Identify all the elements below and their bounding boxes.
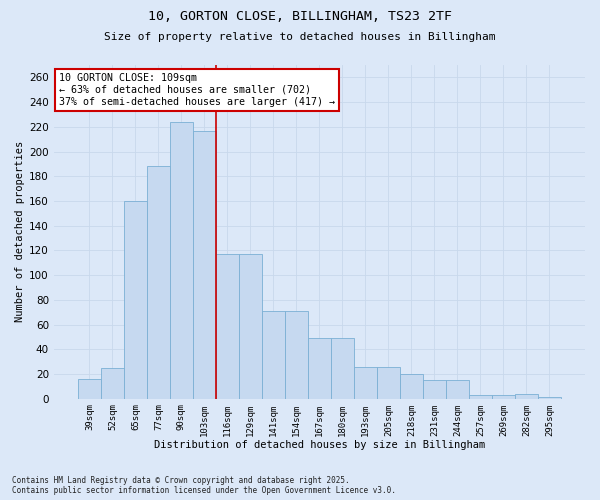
- Bar: [193, 130, 216, 398]
- Bar: [331, 338, 354, 398]
- Text: Size of property relative to detached houses in Billingham: Size of property relative to detached ho…: [104, 32, 496, 42]
- Bar: [147, 166, 170, 398]
- Bar: [515, 394, 538, 398]
- Bar: [216, 254, 239, 398]
- Bar: [377, 366, 400, 398]
- Bar: [400, 374, 423, 398]
- Bar: [124, 201, 147, 398]
- Bar: [423, 380, 446, 398]
- Bar: [78, 379, 101, 398]
- Bar: [170, 122, 193, 398]
- Bar: [446, 380, 469, 398]
- Bar: [285, 311, 308, 398]
- Bar: [101, 368, 124, 398]
- Bar: [262, 311, 285, 398]
- Bar: [492, 395, 515, 398]
- Text: Contains HM Land Registry data © Crown copyright and database right 2025.
Contai: Contains HM Land Registry data © Crown c…: [12, 476, 396, 495]
- Bar: [239, 254, 262, 398]
- X-axis label: Distribution of detached houses by size in Billingham: Distribution of detached houses by size …: [154, 440, 485, 450]
- Text: 10 GORTON CLOSE: 109sqm
← 63% of detached houses are smaller (702)
37% of semi-d: 10 GORTON CLOSE: 109sqm ← 63% of detache…: [59, 74, 335, 106]
- Y-axis label: Number of detached properties: Number of detached properties: [15, 141, 25, 322]
- Bar: [308, 338, 331, 398]
- Bar: [469, 395, 492, 398]
- Bar: [354, 366, 377, 398]
- Text: 10, GORTON CLOSE, BILLINGHAM, TS23 2TF: 10, GORTON CLOSE, BILLINGHAM, TS23 2TF: [148, 10, 452, 23]
